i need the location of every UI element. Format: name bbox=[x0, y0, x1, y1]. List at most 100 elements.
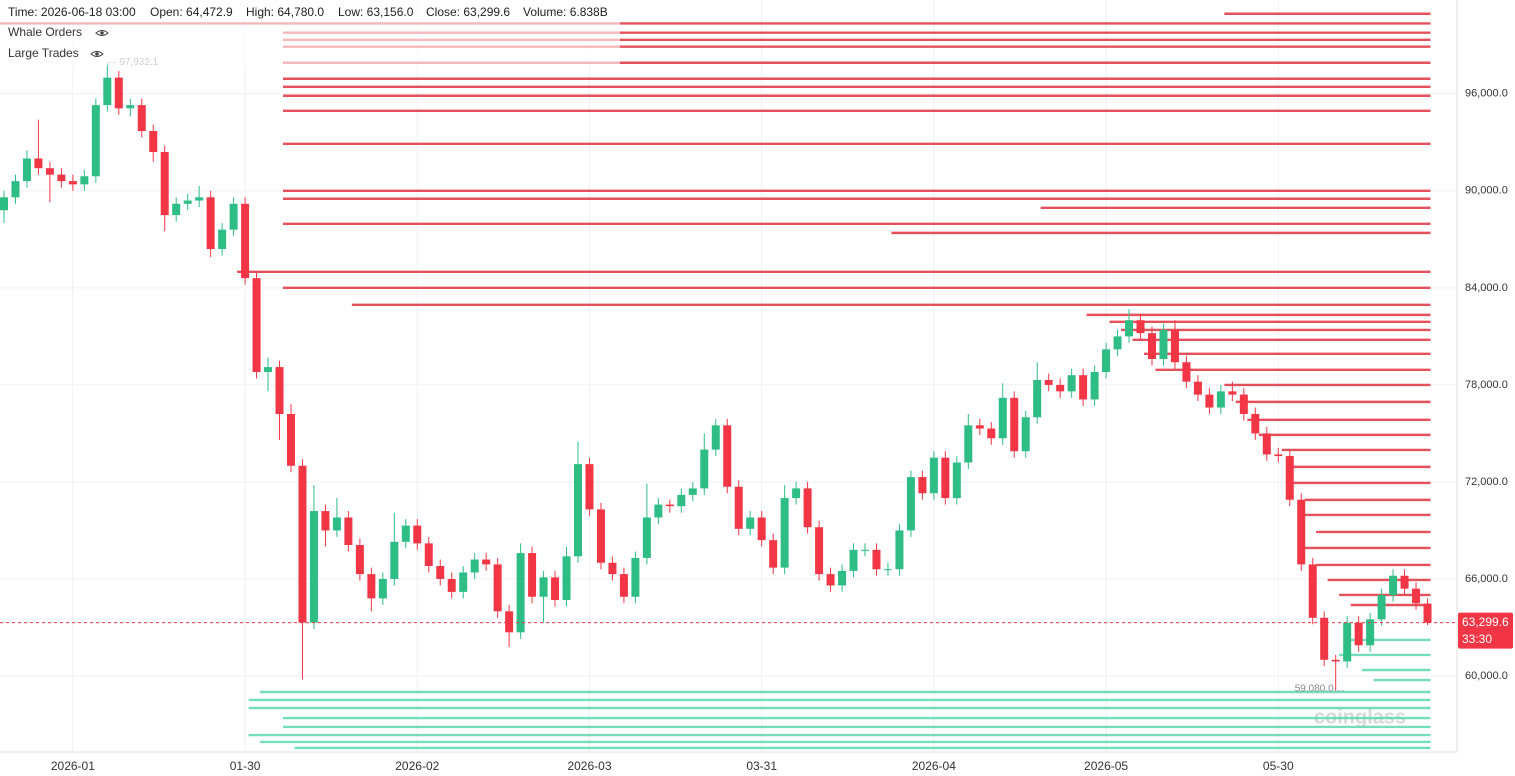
candle-body bbox=[470, 559, 479, 573]
candle-body bbox=[585, 464, 594, 510]
candle-body bbox=[1262, 433, 1271, 455]
candle-body bbox=[861, 549, 869, 551]
candle-body bbox=[1159, 329, 1168, 360]
x-tick-label: 2026-03 bbox=[567, 759, 611, 773]
candle-body bbox=[424, 543, 433, 567]
candle-body bbox=[1274, 454, 1283, 457]
candle-body bbox=[183, 200, 192, 204]
candle-body bbox=[447, 578, 456, 592]
candle-body bbox=[711, 425, 720, 450]
candle-body bbox=[114, 77, 123, 109]
candle-body bbox=[964, 425, 973, 463]
candle-body bbox=[436, 566, 445, 579]
candle-body bbox=[172, 203, 181, 216]
candle-body bbox=[378, 578, 387, 599]
annotation-label: 59,080.0 bbox=[1295, 684, 1334, 695]
y-tick-label: 78,000.0 bbox=[1465, 379, 1508, 391]
candle-body bbox=[1320, 617, 1329, 660]
candle-body bbox=[413, 525, 422, 544]
candle-body bbox=[723, 425, 732, 487]
candle-body bbox=[1033, 380, 1042, 418]
candle-body bbox=[631, 557, 640, 597]
x-tick-label: 01-30 bbox=[230, 759, 261, 773]
y-tick-label: 66,000.0 bbox=[1465, 573, 1508, 585]
candle-body bbox=[998, 397, 1007, 439]
x-tick-label: 03-31 bbox=[746, 759, 777, 773]
candle-body bbox=[803, 488, 812, 528]
candle-body bbox=[309, 511, 318, 623]
x-tick-label: 2026-04 bbox=[912, 759, 956, 773]
candle-body bbox=[321, 511, 330, 531]
eye-icon[interactable] bbox=[95, 30, 109, 36]
header-time: Time: 2026-06-18 03:00 bbox=[8, 5, 136, 19]
candle-body bbox=[746, 517, 755, 529]
candle-body bbox=[838, 570, 847, 586]
candle-body bbox=[1193, 381, 1202, 395]
candle-body bbox=[218, 229, 227, 250]
candle-body bbox=[1216, 391, 1225, 408]
candle-body bbox=[700, 449, 709, 489]
candle-body bbox=[1251, 414, 1260, 434]
candle-body bbox=[160, 152, 169, 216]
candle-body bbox=[1331, 659, 1340, 662]
candle-body bbox=[264, 367, 273, 372]
candle-body bbox=[1010, 397, 1019, 452]
candle-body bbox=[1148, 333, 1156, 360]
candle-body bbox=[1021, 417, 1030, 452]
candle-body bbox=[539, 577, 548, 597]
legend-whale-orders[interactable]: Whale Orders bbox=[8, 25, 82, 39]
candle-body bbox=[103, 77, 112, 106]
candle-body bbox=[229, 203, 238, 230]
candle-body bbox=[206, 197, 215, 250]
candle-body bbox=[1079, 375, 1088, 400]
candle-body bbox=[1102, 349, 1111, 372]
candle-body bbox=[298, 465, 307, 623]
candle-body bbox=[1136, 320, 1145, 334]
candle-body bbox=[149, 130, 158, 153]
candle-body bbox=[80, 176, 89, 185]
candle-body bbox=[975, 425, 984, 429]
candle-body bbox=[1308, 564, 1317, 618]
candle-body bbox=[1056, 384, 1065, 392]
candle-body bbox=[390, 541, 399, 579]
x-tick-label: 2026-05 bbox=[1084, 759, 1128, 773]
candle-body bbox=[1182, 362, 1191, 382]
candle-body bbox=[1297, 499, 1306, 565]
candle-body bbox=[849, 549, 858, 571]
candle-body bbox=[1400, 575, 1409, 589]
candle-body bbox=[906, 477, 915, 531]
candle-body bbox=[1285, 456, 1294, 500]
candle-body bbox=[734, 486, 743, 529]
candle-body bbox=[68, 181, 77, 185]
legend-large-trades[interactable]: Large Trades bbox=[8, 46, 79, 60]
candle-body bbox=[769, 540, 778, 568]
candle-body bbox=[815, 527, 824, 575]
candle-body bbox=[596, 509, 605, 563]
candle-body bbox=[344, 517, 353, 545]
candle-body bbox=[987, 428, 996, 439]
candle-body bbox=[367, 574, 376, 599]
candle-body bbox=[22, 158, 31, 182]
candle-body bbox=[562, 556, 571, 600]
candle-body bbox=[1125, 320, 1134, 337]
candle-body bbox=[1170, 329, 1179, 363]
candle-body bbox=[826, 574, 835, 586]
candle-body bbox=[608, 562, 617, 575]
candle-body bbox=[11, 181, 20, 198]
candle-body bbox=[505, 611, 514, 633]
x-tick-label: 2026-02 bbox=[395, 759, 439, 773]
header-close: Close: 63,299.6 bbox=[426, 5, 510, 19]
candle-body bbox=[252, 278, 261, 372]
eye-icon[interactable] bbox=[90, 51, 104, 57]
candle-body bbox=[355, 544, 364, 575]
x-tick-label: 2026-01 bbox=[51, 759, 95, 773]
candle-body bbox=[332, 517, 341, 531]
header-open: Open: 64,472.9 bbox=[150, 5, 233, 19]
candle-body bbox=[482, 559, 491, 565]
candle-body bbox=[1423, 603, 1432, 623]
candle-body bbox=[1228, 391, 1237, 395]
candle-body bbox=[401, 525, 410, 542]
candle-body bbox=[241, 203, 250, 279]
candle-body bbox=[757, 517, 766, 541]
